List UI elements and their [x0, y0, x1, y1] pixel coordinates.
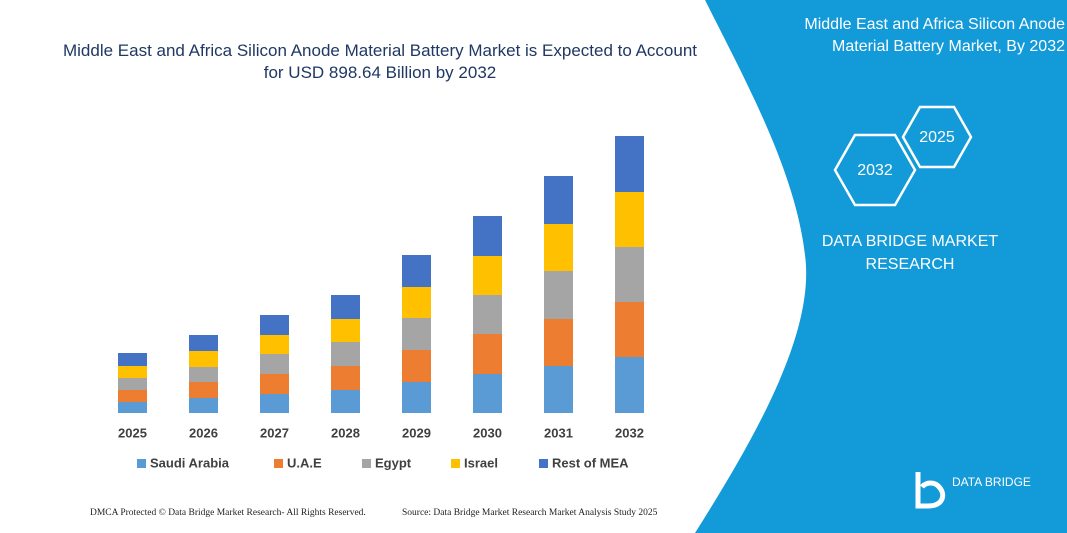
bar-segment — [118, 378, 147, 390]
bar-segment — [473, 334, 502, 374]
x-tick-label: 2026 — [189, 425, 218, 440]
legend-label: Egypt — [375, 455, 412, 470]
bar-segment — [331, 390, 360, 413]
source: Source: Data Bridge Market Research Mark… — [402, 508, 658, 518]
bar-segment — [260, 374, 289, 394]
bar-segment — [189, 367, 218, 382]
bar-segment — [331, 366, 360, 390]
brand: DATA BRIDGE MARKET RESEARCH — [821, 233, 999, 273]
panel-title: Middle East and Africa Silicon Anode Mat… — [804, 16, 1065, 55]
bar-segment — [544, 271, 573, 319]
legend-label: Saudi Arabia — [150, 455, 230, 470]
x-tick-label: 2030 — [473, 425, 502, 440]
bar-segment — [473, 295, 502, 334]
legend-label: U.A.E — [287, 455, 322, 470]
bar-segment — [189, 351, 218, 367]
bar-segment — [473, 374, 502, 413]
bar-segment — [615, 357, 644, 413]
bar-segment — [189, 398, 218, 413]
bar-segment — [260, 315, 289, 335]
legend-swatch — [362, 459, 371, 468]
legend-label: Rest of MEA — [552, 455, 629, 470]
bar-segment — [615, 247, 644, 302]
bar-segment — [402, 382, 431, 413]
bar-segment — [402, 350, 431, 382]
bar-segment — [331, 319, 360, 342]
bar-segment — [402, 318, 431, 350]
bar-segment — [189, 382, 218, 398]
bar-segment — [615, 136, 644, 192]
logo-mark — [915, 472, 946, 509]
bar-segment — [473, 216, 502, 256]
bar-segment — [260, 394, 289, 413]
legend-swatch — [539, 459, 548, 468]
hexagon-label: 2032 — [857, 162, 893, 179]
x-tick-label: 2031 — [544, 425, 573, 440]
legend-label: Israel — [464, 455, 498, 470]
bar-segment — [544, 176, 573, 224]
bar-segment — [473, 256, 502, 295]
x-tick-label: 2025 — [118, 425, 147, 440]
x-tick-label: 2029 — [402, 425, 431, 440]
bar-segment — [118, 402, 147, 413]
bar-segment — [544, 319, 573, 366]
side-panel — [695, 0, 1067, 533]
bar-segment — [544, 224, 573, 271]
legend-swatch — [274, 459, 283, 468]
bar-segment — [402, 255, 431, 287]
x-tick-label: 2032 — [615, 425, 644, 440]
bar-segment — [260, 354, 289, 374]
bar-segment — [118, 366, 147, 378]
bar-segment — [615, 192, 644, 247]
legend-swatch — [137, 459, 146, 468]
hexagon — [901, 105, 973, 169]
chart-title: Middle East and Africa Silicon Anode Mat… — [62, 41, 698, 82]
bar-segment — [189, 335, 218, 351]
logo-text: DATA BRIDGE — [952, 475, 1031, 489]
legend-swatch — [451, 459, 460, 468]
copyright: DMCA Protected © Data Bridge Market Rese… — [90, 508, 366, 518]
x-tick-label: 2027 — [260, 425, 289, 440]
bar-segment — [118, 390, 147, 402]
bar-segment — [260, 335, 289, 354]
hexagon-label: 2025 — [919, 129, 955, 146]
bar-segment — [402, 287, 431, 318]
bar-segment — [118, 353, 147, 366]
bar-segment — [331, 295, 360, 319]
hexagon — [833, 133, 917, 207]
bar-segment — [544, 366, 573, 413]
x-tick-label: 2028 — [331, 425, 360, 440]
bar-segment — [331, 342, 360, 366]
bar-segment — [615, 302, 644, 357]
